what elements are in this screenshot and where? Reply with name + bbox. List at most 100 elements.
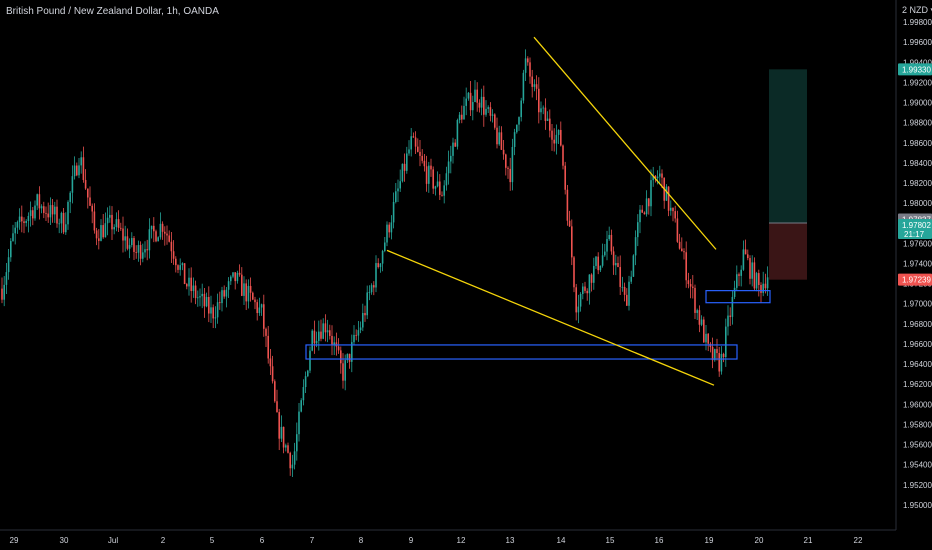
currency-selector[interactable]: 2 NZD ▾ [902,5,932,15]
target-zone[interactable] [769,69,807,224]
candle-body [529,62,531,77]
trendline-upper[interactable] [533,36,717,250]
time-axis[interactable]: 29 30 Jul 2 5 6 7 8 9 12 13 14 15 16 19 20 21 22 [10,536,863,545]
candle-body [522,72,525,101]
candle-body [403,163,406,171]
stop-badge-label: 1.97239 [902,276,931,285]
candle-body [93,211,96,231]
candle-body [322,323,324,339]
candle-body [623,286,626,295]
candle-body [392,201,395,223]
candle-body [694,287,696,313]
candle-body [318,331,320,341]
candle-body [241,274,243,296]
candle-body [366,292,368,316]
candle-body [500,132,503,150]
candle-body [82,157,85,180]
candle-body [25,220,27,224]
candle-body [683,251,685,253]
candle-body [324,323,327,333]
candle-body [764,283,767,289]
candle-body [410,136,412,150]
candle-body [467,92,470,99]
candle-body [27,215,30,221]
candle-body [49,205,52,218]
zones[interactable] [305,290,771,360]
candle-body [122,228,124,241]
candle-body [128,245,131,249]
candle-body [685,252,687,281]
candle-body [256,302,258,314]
candle-body [329,330,331,336]
x-tick-label: 16 [655,536,664,545]
candle-body [718,353,720,372]
candle-body [714,349,716,361]
candle-body [509,168,511,183]
trendline-lower[interactable] [386,249,715,386]
candle-body [146,249,148,251]
candle-body [260,304,263,308]
support-zone[interactable] [305,344,738,360]
candle-body [16,222,19,228]
candle-body [511,146,514,183]
candle-body [78,165,80,176]
candle-body [379,263,382,268]
candle-body [342,363,344,381]
candle-body [236,272,239,282]
position-tool[interactable] [769,69,807,280]
candle-body [56,206,58,224]
candle-body [674,211,676,219]
candle-body [331,335,333,345]
candle-body [700,319,703,325]
candle-body [104,223,107,238]
candle-body [544,107,547,121]
candle-body [436,181,439,187]
candle-body [502,149,505,155]
candle-body [386,224,388,243]
candle-body [252,292,254,300]
candle-body [725,326,727,357]
candle-body [478,102,481,108]
candle-body [626,294,628,306]
candle-body [302,387,305,401]
candle-body [637,222,639,238]
candle-body [480,96,483,108]
candle-body [698,310,701,325]
candle-body [155,231,157,242]
candle-body [181,263,184,266]
y-tick-label: 1.96600 [903,340,932,349]
candle-body [439,181,441,195]
candle-body [582,286,584,295]
candle-body [628,281,630,306]
candle-body [227,281,230,290]
candle-body [157,237,159,242]
candle-body [696,310,698,313]
price-axis[interactable]: 1.99800 1.99600 1.99400 1.99200 1.99000 1.988… [903,18,932,510]
candle-body [667,186,670,211]
breakout-zone[interactable] [705,290,771,304]
candle-body [434,186,437,189]
candle-body [542,107,544,109]
candle-body [183,263,186,285]
candle-body [278,412,280,439]
candle-body [190,277,192,292]
candle-body [535,84,538,89]
candle-body [527,58,529,63]
candle-body [476,89,478,103]
trendlines[interactable] [386,36,717,386]
candle-body [731,296,734,317]
candle-body [553,139,555,144]
candle-body [430,165,432,170]
candle-body [428,165,430,184]
stop-zone[interactable] [769,223,807,280]
entry-badge-label: 1.97802 [902,221,931,230]
candle-body [307,370,309,377]
candle-body [518,117,520,125]
candle-body [729,315,731,317]
candle-body [483,96,485,115]
x-tick-label: 21 [804,536,813,545]
candle-body [736,274,738,288]
candle-body [443,185,445,196]
